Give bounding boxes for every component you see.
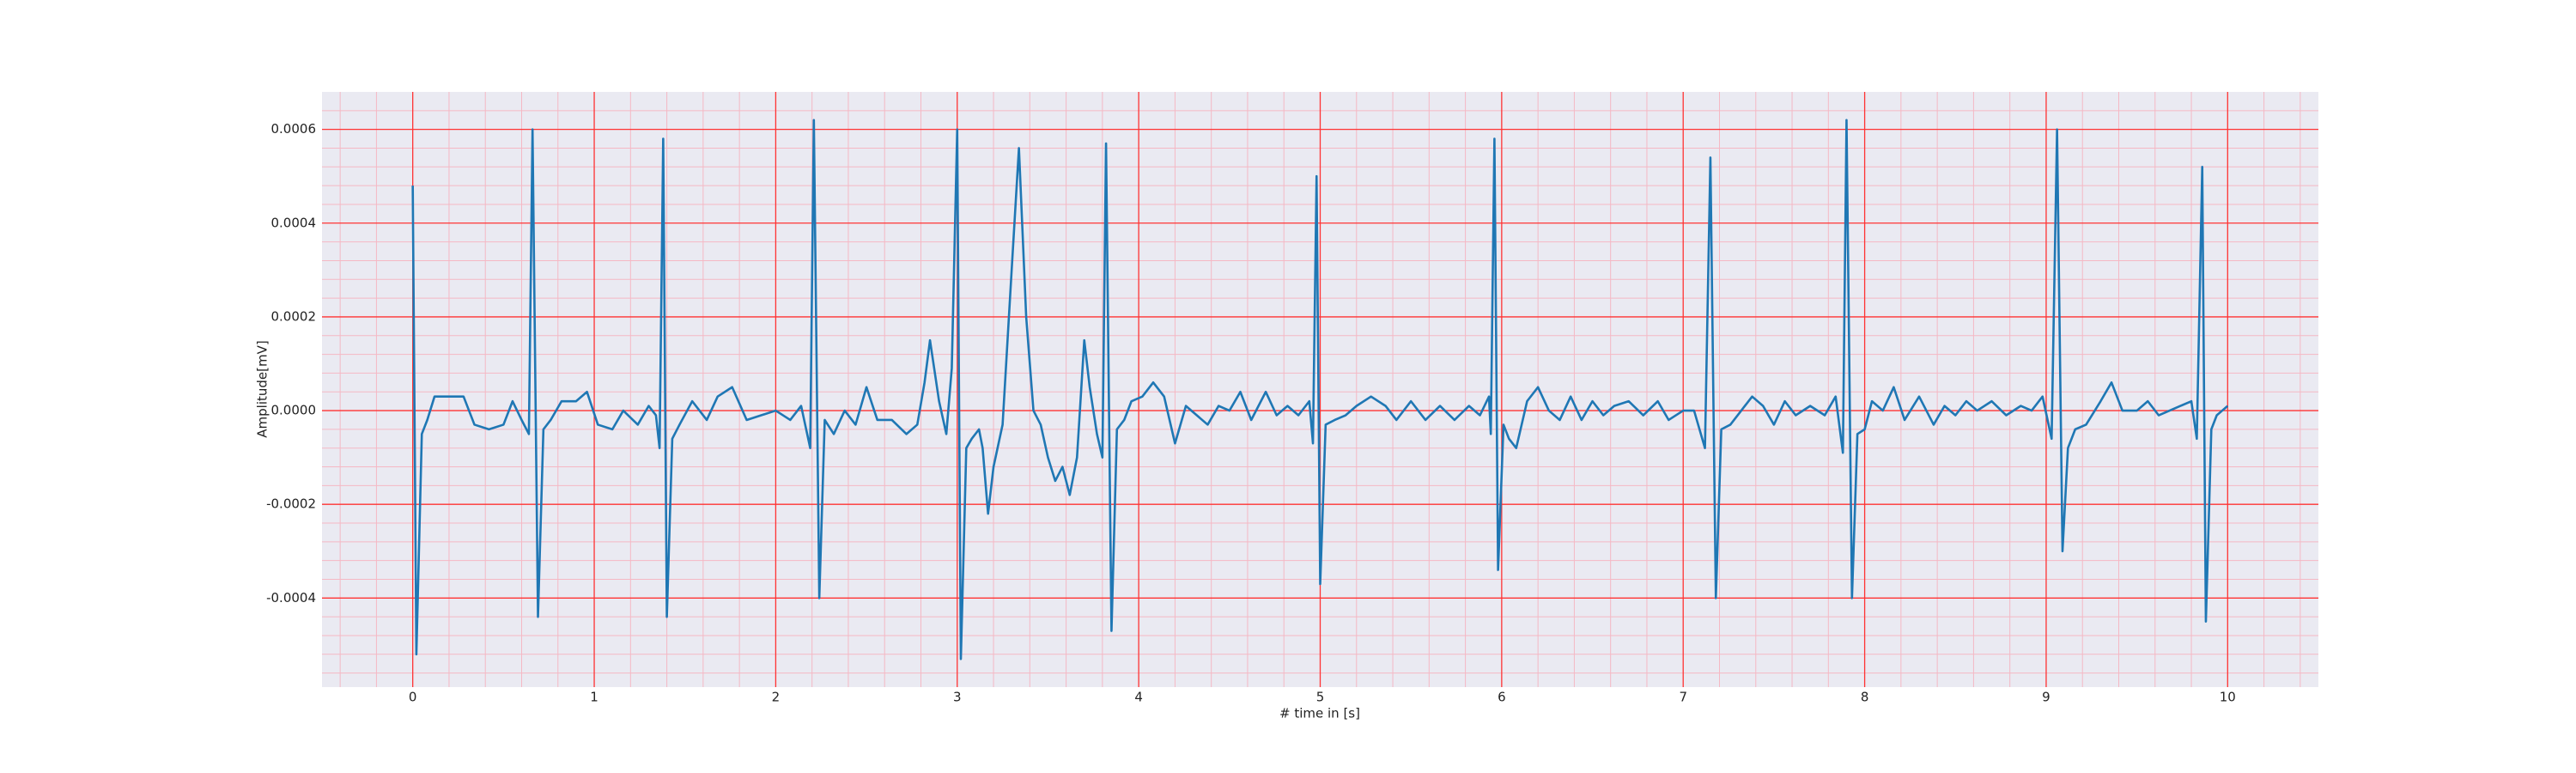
x-tick-label: 5 <box>1316 690 1325 705</box>
series <box>411 119 2229 660</box>
x-tick-label: 0 <box>409 690 417 705</box>
x-tick-label: 10 <box>2220 690 2236 705</box>
x-tick-label: 2 <box>772 690 781 705</box>
y-axis-label: Amplitude[mV] <box>255 340 270 437</box>
x-tick-label: 7 <box>1679 690 1687 705</box>
y-tick-label: 0.0000 <box>271 403 317 418</box>
y-tick-label: 0.0002 <box>271 308 317 324</box>
x-axis-label: # time in [s] <box>1279 706 1360 721</box>
y-tick-label: 0.0004 <box>271 215 317 230</box>
major-grid <box>322 92 2318 687</box>
x-tick-label: 8 <box>1861 690 1869 705</box>
y-tick-label: -0.0002 <box>266 496 316 512</box>
y-tick-label: 0.0006 <box>271 121 317 137</box>
x-tick-label: 4 <box>1134 690 1143 705</box>
x-tick-label: 6 <box>1498 690 1506 705</box>
x-tick-label: 3 <box>953 690 962 705</box>
x-tick-label: 9 <box>2042 690 2050 705</box>
ecg-line <box>411 119 2229 660</box>
tick-labels: 0 1 2 3 4 5 6 7 8 9 10 -0.0004 -0.0002 0.0000 0.0002 0.… <box>266 121 2236 704</box>
x-tick-label: 1 <box>590 690 598 705</box>
y-tick-label: -0.0004 <box>266 590 316 606</box>
